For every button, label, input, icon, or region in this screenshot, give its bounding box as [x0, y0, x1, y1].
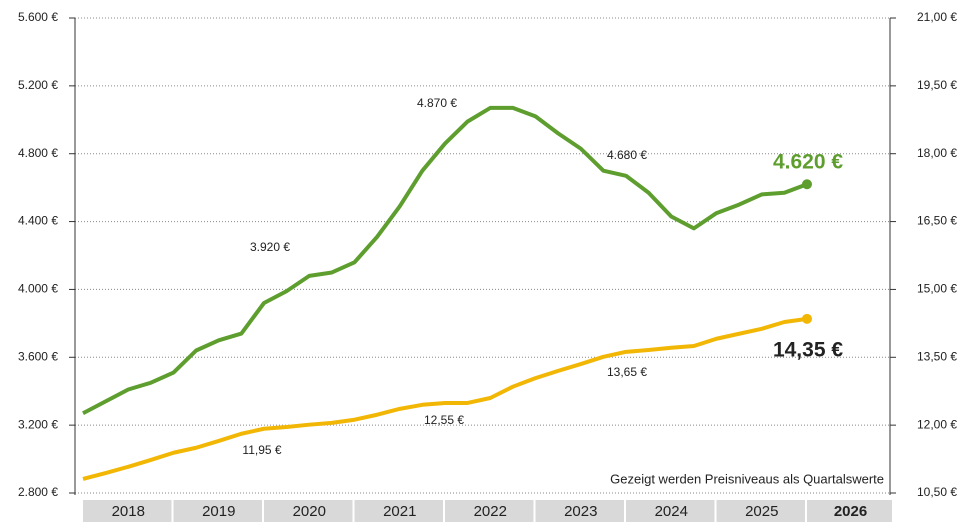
x-band	[626, 500, 715, 522]
y2-tick-label: 16,50 €	[917, 214, 957, 228]
annotation-current: 14,35 €	[773, 339, 843, 362]
annotation: 4.870 €	[417, 96, 457, 110]
annotation: 3.920 €	[250, 240, 290, 254]
y-tick-label: 2.800 €	[18, 485, 58, 499]
x-band	[535, 500, 624, 522]
y-tick-label: 5.600 €	[18, 10, 58, 24]
x-tick-label: 2022	[474, 503, 507, 520]
y2-tick-label: 12,00 €	[917, 417, 957, 431]
end-point	[802, 179, 812, 190]
note: Gezeigt werden Preisniveaus als Quartals…	[610, 471, 884, 486]
y2-tick-label: 18,00 €	[917, 146, 957, 160]
line-series	[82, 316, 808, 481]
y2-tick-label: 21,00 €	[917, 10, 957, 24]
line-series	[82, 105, 808, 416]
y2-tick-label: 10,50 €	[917, 485, 957, 499]
x-tick-label: 2021	[383, 503, 416, 520]
mark-layer	[82, 105, 812, 481]
x-band	[264, 500, 353, 522]
annotation: 13,65 €	[607, 365, 647, 379]
x-band	[716, 500, 805, 522]
x-band	[807, 500, 892, 522]
x-tick-label: 2025	[745, 503, 778, 520]
y-tick-label: 3.600 €	[18, 349, 58, 363]
x-tick-label: 2018	[112, 503, 145, 520]
x-band	[354, 500, 443, 522]
x-tick-label: 2020	[293, 503, 326, 520]
y-tick-label: 4.400 €	[18, 214, 58, 228]
grid-layer	[69, 17, 896, 522]
y-tick-label: 4.800 €	[18, 146, 58, 160]
y2-tick-label: 13,50 €	[917, 349, 957, 363]
x-tick-label: 2023	[564, 503, 597, 520]
x-tick-label: 2019	[202, 503, 235, 520]
x-band	[83, 500, 172, 522]
y-tick-label: 3.200 €	[18, 417, 58, 431]
annotation: 12,55 €	[424, 413, 464, 427]
end-point	[802, 313, 812, 324]
x-band	[173, 500, 262, 522]
annotation: 4.680 €	[607, 148, 647, 162]
x-band	[445, 500, 534, 522]
x-tick-label: 2026	[834, 503, 867, 520]
y2-tick-label: 19,50 €	[917, 78, 957, 92]
y-tick-label: 4.000 €	[18, 282, 58, 296]
annotation: 11,95 €	[242, 443, 281, 457]
y2-tick-label: 15,00 €	[917, 282, 957, 296]
y-tick-label: 5.200 €	[18, 78, 58, 92]
annotation-current: 4.620 €	[773, 151, 843, 174]
x-tick-label: 2024	[655, 503, 688, 520]
